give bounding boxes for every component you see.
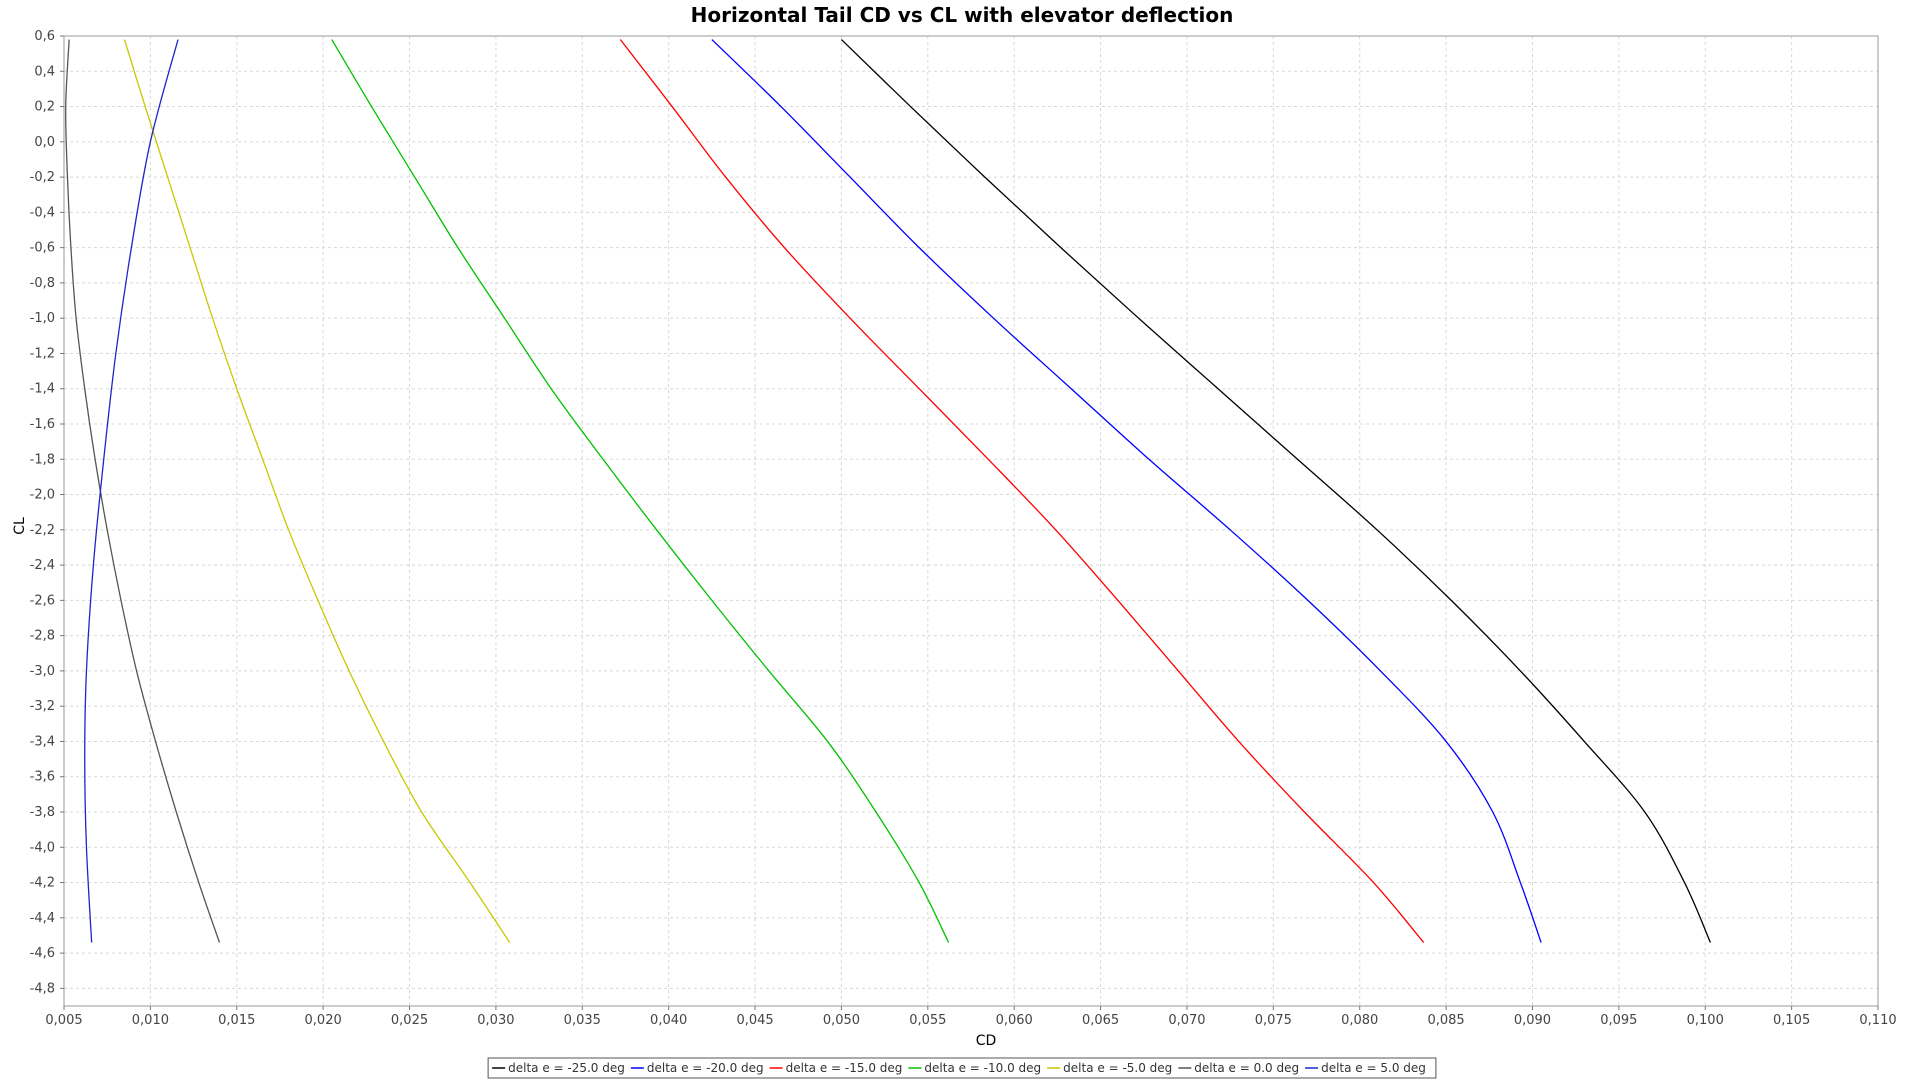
legend-label: delta e = -15.0 deg [786, 1061, 903, 1075]
y-tick-label: 0,0 [34, 135, 55, 150]
grid [63, 35, 1879, 1006]
x-tick-label: 0,100 [1687, 1013, 1724, 1028]
x-tick-label: 0,075 [1255, 1013, 1292, 1028]
y-axis: 0,6 0,4 0,2 0,0 -0,2 -0,4 -0,6 -0,8 -1,0 -1,2 -1,4… [30, 29, 64, 996]
plot-area [63, 35, 1879, 1007]
series-layer [65, 39, 1712, 943]
series-line-6 [84, 39, 179, 943]
y-tick-label: 0,6 [34, 29, 55, 44]
y-tick-label: -2,4 [30, 558, 55, 573]
y-tick-label: -1,8 [30, 452, 55, 467]
legend-label: delta e = 0.0 deg [1194, 1061, 1299, 1075]
x-tick-label: 0,110 [1859, 1013, 1896, 1028]
series-line-0 [840, 39, 1712, 943]
x-tick-label: 0,050 [823, 1013, 860, 1028]
y-tick-label: -3,8 [30, 805, 55, 820]
y-tick-label: -2,8 [30, 629, 55, 644]
legend: delta e = -25.0 deg delta e = -20.0 deg de… [487, 1057, 1437, 1079]
x-tick-label: 0,095 [1600, 1013, 1637, 1028]
y-tick-label: -4,4 [30, 911, 55, 926]
legend-item: delta e = -20.0 deg [630, 1061, 764, 1075]
x-tick-label: 0,085 [1427, 1013, 1464, 1028]
y-tick-label: -4,6 [30, 946, 55, 961]
legend-label: delta e = -10.0 deg [924, 1061, 1041, 1075]
x-tick-label: 0,035 [564, 1013, 601, 1028]
series-line-2 [619, 39, 1425, 943]
legend-item: delta e = -10.0 deg [908, 1061, 1041, 1075]
y-tick-label: -1,6 [30, 417, 55, 432]
x-tick-label: 0,010 [132, 1013, 169, 1028]
y-tick-label: 0,4 [34, 64, 55, 79]
legend-item: delta e = 5.0 deg [1305, 1061, 1426, 1075]
x-tick-label: 0,065 [1082, 1013, 1119, 1028]
x-axis-label: CD [976, 1033, 997, 1049]
series-line-4 [123, 39, 511, 943]
legend-frame [487, 1057, 1437, 1079]
series-line-5 [65, 39, 221, 943]
y-axis-label: CL [12, 517, 28, 535]
legend-label: delta e = 5.0 deg [1321, 1061, 1426, 1075]
x-tick-label: 0,080 [1341, 1013, 1378, 1028]
y-tick-label: -0,4 [30, 205, 55, 220]
y-tick-label: -1,4 [30, 382, 55, 397]
series-line-3 [331, 39, 950, 943]
x-axis: 0,005 0,010 0,015 0,020 0,025 0,030 0,035 0,040… [45, 1006, 1897, 1028]
x-tick-label: 0,090 [1514, 1013, 1551, 1028]
y-tick-label: -4,2 [30, 876, 55, 891]
y-tick-label: -2,6 [30, 593, 55, 608]
legend-label: delta e = -5.0 deg [1063, 1061, 1172, 1075]
y-tick-label: -4,0 [30, 840, 55, 855]
x-tick-label: 0,025 [391, 1013, 428, 1028]
x-tick-label: 0,105 [1773, 1013, 1810, 1028]
legend-item: delta e = 0.0 deg [1178, 1061, 1299, 1075]
chart-title: Horizontal Tail CD vs CL with elevator d… [691, 3, 1234, 27]
y-tick-label: -2,0 [30, 488, 55, 503]
legend-label: delta e = -20.0 deg [647, 1061, 764, 1075]
legend-item: delta e = -5.0 deg [1047, 1061, 1172, 1075]
legend-item: delta e = -15.0 deg [769, 1061, 903, 1075]
y-tick-label: 0,2 [34, 100, 55, 115]
x-tick-label: 0,070 [1168, 1013, 1205, 1028]
y-tick-label: -0,6 [30, 241, 55, 256]
y-tick-label: -0,2 [30, 170, 55, 185]
x-tick-label: 0,030 [477, 1013, 514, 1028]
y-tick-label: -1,2 [30, 346, 55, 361]
y-tick-label: -1,0 [30, 311, 55, 326]
x-tick-label: 0,055 [909, 1013, 946, 1028]
y-tick-label: -3,6 [30, 770, 55, 785]
x-tick-label: 0,020 [305, 1013, 342, 1028]
y-tick-label: -3,0 [30, 664, 55, 679]
legend-item: delta e = -25.0 deg [492, 1061, 625, 1075]
y-tick-label: -4,8 [30, 981, 55, 996]
y-tick-label: -3,2 [30, 699, 55, 714]
y-tick-label: -0,8 [30, 276, 55, 291]
legend-label: delta e = -25.0 deg [508, 1061, 625, 1075]
y-tick-label: -3,4 [30, 734, 55, 749]
x-tick-label: 0,005 [45, 1013, 82, 1028]
series-line-1 [711, 39, 1542, 943]
x-tick-label: 0,045 [736, 1013, 773, 1028]
y-tick-label: -2,2 [30, 523, 55, 538]
x-tick-label: 0,015 [218, 1013, 255, 1028]
x-tick-label: 0,060 [996, 1013, 1033, 1028]
x-tick-label: 0,040 [650, 1013, 687, 1028]
